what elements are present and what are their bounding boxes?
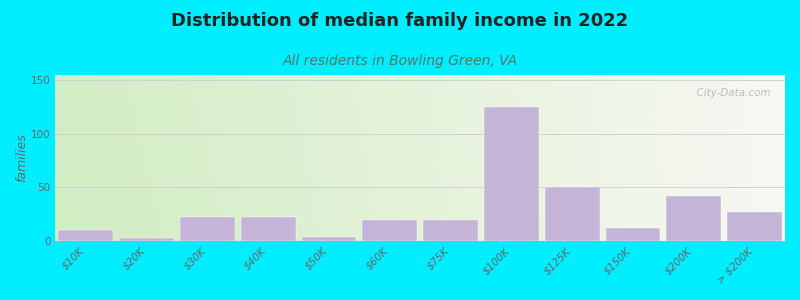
Text: All residents in Bowling Green, VA: All residents in Bowling Green, VA (282, 54, 518, 68)
Bar (606, 228, 660, 241)
Bar (241, 218, 295, 241)
Bar (302, 237, 356, 241)
Bar (119, 238, 174, 241)
Bar (362, 220, 417, 241)
Bar (58, 230, 113, 241)
Bar (727, 212, 782, 241)
Y-axis label: families: families (15, 134, 28, 182)
Bar (666, 196, 721, 241)
Bar (423, 220, 478, 241)
Bar (484, 107, 538, 241)
Text: City-Data.com: City-Data.com (690, 88, 770, 98)
Bar (180, 218, 234, 241)
Text: Distribution of median family income in 2022: Distribution of median family income in … (171, 12, 629, 30)
Bar (545, 188, 599, 241)
